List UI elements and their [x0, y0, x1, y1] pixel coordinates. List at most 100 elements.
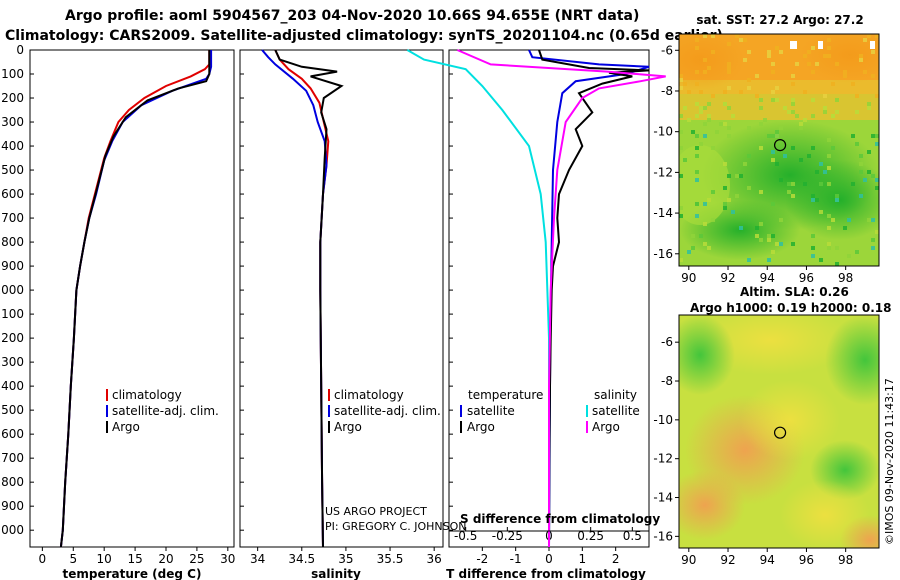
salinity-legend-climatology: climatology [334, 388, 404, 402]
sst-map-pixel [711, 190, 715, 194]
sst-map-pixel [867, 34, 871, 38]
temperature-series-climatology [59, 50, 211, 548]
sst-map-pixel [735, 34, 739, 38]
sst-map-pixel [871, 246, 875, 250]
sst-map-pixel [799, 122, 803, 126]
salinity-legend: climatology satellite-adj. clim. Argo [328, 388, 441, 434]
sst-map-pixel [739, 174, 743, 178]
salinity-panel-frame [239, 49, 444, 548]
sst-map-pixel [679, 114, 683, 118]
salinity-tick-label: 34 [250, 552, 265, 566]
sst-map-pixel [827, 138, 831, 142]
salinity-difference-tick-label: -0.25 [492, 529, 523, 543]
salinity-x-axis: 34 34.5 35 35.5 36 [250, 547, 442, 566]
sst-map-pixel [851, 134, 855, 138]
salinity-series-satellite-adj-clim- [261, 49, 328, 548]
sst-map-pixel [723, 162, 727, 166]
difference-tick-label: -2 [476, 552, 488, 566]
sst-map-pixel [739, 226, 743, 230]
sst-map-pixel [699, 110, 703, 114]
sst-map-pixel [731, 114, 735, 118]
pressure-tick-label: 1600 [0, 427, 24, 441]
sst-lon-tick-label: 92 [720, 271, 735, 285]
sst-map-pixel [787, 110, 791, 114]
sst-map-pixel [791, 74, 795, 78]
sst-map-pixel [711, 146, 715, 150]
pressure-tick-label: 2000 [0, 523, 24, 537]
sst-map-pixel [707, 102, 711, 106]
sst-map-pixel [775, 98, 779, 102]
sst-map-pixel [759, 222, 763, 226]
sst-map-pixel [847, 254, 851, 258]
sst-map-pixel [699, 90, 703, 94]
sst-map-pixel [687, 118, 691, 122]
pressure-tick-label: 300 [1, 115, 24, 129]
salinity-tick-label: 35.5 [377, 552, 404, 566]
sst-map-pixel [707, 66, 711, 70]
pressure-tick-label: 100 [1, 67, 24, 81]
sst-map-pixel [779, 218, 783, 222]
temperature-series-argo [59, 50, 211, 548]
sst-map-pixel [747, 258, 751, 262]
sst-map-pixel [875, 134, 879, 138]
sla-lat-tick-label: -14 [653, 491, 673, 505]
sst-lat-tick-label: -6 [661, 43, 673, 57]
sst-map-pixel [747, 186, 751, 190]
sst-map-pixel [699, 142, 703, 146]
sla-lon-tick-label: 96 [799, 553, 814, 567]
sst-map-pixel [707, 118, 711, 122]
sst-map-axes: 90 92 94 96 98 -6 -8 -10 -12 -14 -16 [653, 43, 853, 285]
sst-map-pixel [739, 90, 743, 94]
sla-map-axes: 90 92 94 96 98 -6 -8 -10 -12 -14 -16 [653, 335, 853, 567]
sst-map-pixel [695, 46, 699, 50]
sst-lon-tick-label: 94 [760, 271, 775, 285]
sst-map-pixel [859, 154, 863, 158]
salinity-series-argo [274, 49, 344, 548]
sst-map-pixel [691, 246, 695, 250]
pressure-tick-label: 500 [1, 163, 24, 177]
sst-map-pixel [783, 106, 787, 110]
difference-legend-s-satellite: satellite [592, 404, 640, 418]
sst-lat-tick-label: -10 [653, 125, 673, 139]
difference-legend-t-argo: Argo [467, 420, 495, 434]
sst-map-pixel [811, 246, 815, 250]
sst-map-pixel [679, 130, 683, 134]
sst-map-pixel [695, 178, 699, 182]
sst-lon-tick-label: 98 [838, 271, 853, 285]
pressure-tick-label: 1100 [0, 307, 24, 321]
sst-map-pixel [827, 166, 831, 170]
sst-map-pixel [703, 106, 707, 110]
sst-map-pixel [775, 86, 779, 90]
sst-map-pixel [803, 182, 807, 186]
sst-map-pixel [835, 62, 839, 66]
sst-map-pixel [715, 130, 719, 134]
difference-series-s-satellite [406, 49, 550, 547]
sst-map-pixel [835, 98, 839, 102]
sst-map-pixel [711, 218, 715, 222]
sst-map-pixel [827, 38, 831, 42]
sst-map-pixel [827, 154, 831, 158]
sla-lat-tick-label: -6 [661, 335, 673, 349]
sst-map-pixel [703, 70, 707, 74]
sst-map-pixel [703, 58, 707, 62]
difference-x-axis: -2 -1 0 1 2 [476, 547, 619, 566]
sst-map-pixel [811, 114, 815, 118]
sst-map-pixel [855, 142, 859, 146]
temperature-panel-frame [29, 49, 235, 548]
sst-map-pixel [727, 42, 731, 46]
sst-map-image [679, 34, 879, 266]
sla-map-frame [678, 314, 880, 549]
sst-map-pixel [679, 206, 683, 210]
sst-map-pixel [807, 50, 811, 54]
sst-map-pixel [767, 234, 771, 238]
salinity-difference-tick-label: -0.5 [454, 529, 477, 543]
sst-map-pixel [695, 202, 699, 206]
sst-map-pixel [727, 174, 731, 178]
sst-map-pixel [759, 98, 763, 102]
sst-map-pixel [771, 134, 775, 138]
temperature-tick-label: 5 [69, 552, 77, 566]
sst-map-pixel [683, 106, 687, 110]
sst-map-pixel [835, 246, 839, 250]
sst-map-pixel [867, 218, 871, 222]
